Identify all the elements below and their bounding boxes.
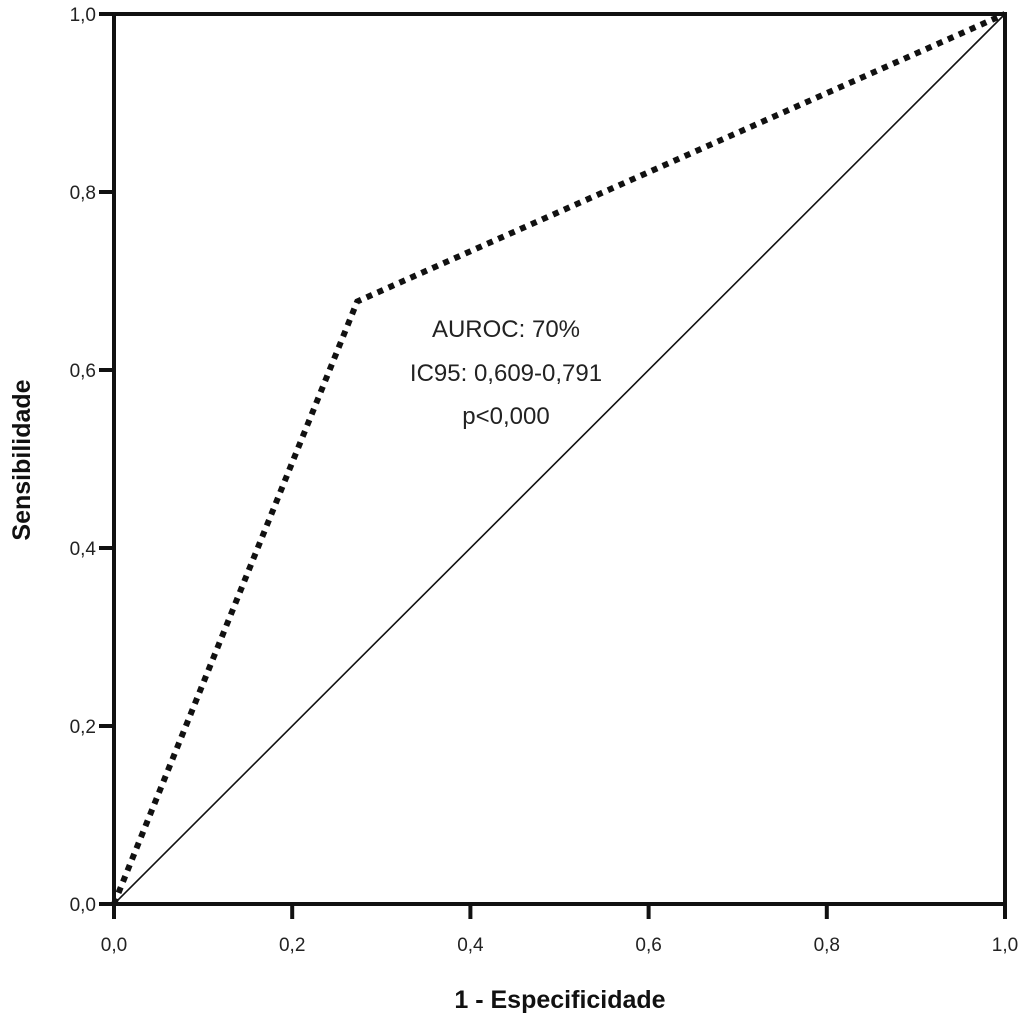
y-tick-label: 0,4 xyxy=(70,539,97,560)
x-tick-label: 0,8 xyxy=(814,935,840,956)
x-tick-label: 0,4 xyxy=(457,935,484,956)
x-tick-label: 0,2 xyxy=(279,935,305,956)
y-axis-label: Sensibilidade xyxy=(8,379,36,540)
x-tick-label: 0,6 xyxy=(635,935,661,956)
x-axis-label: 1 - Especificidade xyxy=(454,986,665,1014)
annotation-p: p<0,000 xyxy=(462,403,549,430)
reference-diagonal-line xyxy=(113,13,1006,905)
plot-frame xyxy=(112,12,1007,906)
y-tick-label: 0,6 xyxy=(70,361,96,382)
roc-curve-line xyxy=(111,11,1007,906)
x-tick-label: 1,0 xyxy=(992,935,1018,956)
y-tick-label: 0,2 xyxy=(70,717,96,738)
annotation-auroc: AUROC: 70% xyxy=(432,316,580,343)
annotation-ci: IC95: 0,609-0,791 xyxy=(410,360,602,387)
x-tick-label: 0,0 xyxy=(101,935,127,956)
y-tick-label: 0,8 xyxy=(70,183,96,204)
y-tick-label: 0,0 xyxy=(70,895,96,916)
y-tick-label: 1,0 xyxy=(70,5,96,26)
